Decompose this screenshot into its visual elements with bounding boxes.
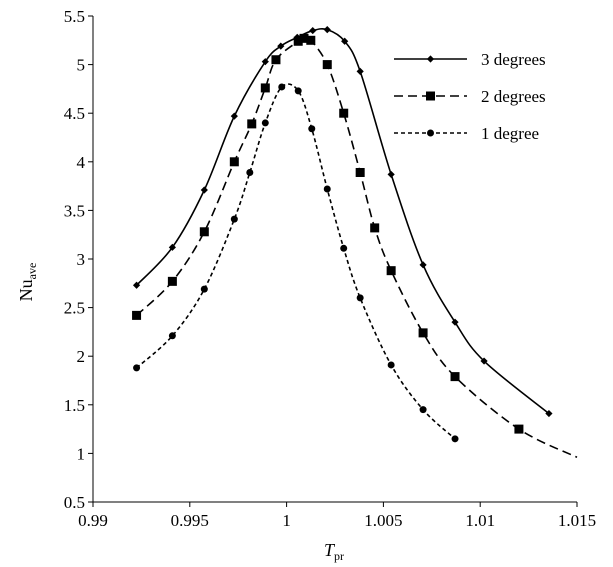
square-marker xyxy=(306,35,316,45)
diamond-marker xyxy=(341,37,349,45)
square-marker xyxy=(299,33,309,43)
series-1 xyxy=(132,26,553,418)
circle-marker xyxy=(356,294,364,302)
y-tick-label: 1.5 xyxy=(64,396,85,415)
axes xyxy=(88,15,578,507)
diamond-marker xyxy=(200,186,208,194)
series-2 xyxy=(132,33,578,459)
legend-label: 3 degrees xyxy=(481,50,546,69)
square-marker xyxy=(167,276,177,286)
y-tick-label: 0.5 xyxy=(64,493,85,512)
legend-circle-marker xyxy=(427,129,434,137)
circle-marker xyxy=(323,185,331,193)
diamond-marker xyxy=(277,42,285,50)
legend-label: 2 degrees xyxy=(481,87,546,106)
legend-item: 1 degree xyxy=(394,124,539,143)
circle-marker xyxy=(133,364,141,372)
legend-item: 3 degrees xyxy=(394,50,546,69)
circle-marker xyxy=(340,244,348,252)
square-marker xyxy=(229,157,239,167)
x-axis-label: Tpr xyxy=(324,540,344,563)
y-tick-label: 3.5 xyxy=(64,201,85,220)
diamond-marker xyxy=(419,261,427,269)
x-tick-label: 1.015 xyxy=(558,511,596,530)
diamond-marker xyxy=(323,26,331,34)
square-marker xyxy=(355,167,365,177)
y-axis-label-main: Nu xyxy=(16,279,36,301)
legend-diamond-marker xyxy=(426,55,435,63)
square-marker xyxy=(450,372,460,382)
circle-marker xyxy=(168,332,176,340)
x-tick-label: 0.99 xyxy=(78,511,108,530)
square-marker xyxy=(271,55,281,65)
x-axis-label-main: T xyxy=(324,540,336,560)
series-3 xyxy=(133,83,459,443)
circle-marker xyxy=(451,435,459,443)
series-line xyxy=(136,83,456,440)
circle-marker xyxy=(419,406,427,414)
circle-marker xyxy=(387,361,395,369)
square-marker xyxy=(293,36,303,46)
square-marker xyxy=(370,223,380,233)
y-tick-label: 2 xyxy=(77,347,86,366)
y-tick-label: 4.5 xyxy=(64,104,85,123)
diamond-marker xyxy=(387,170,395,179)
y-axis-label: Nuave xyxy=(16,263,39,302)
diamond-marker xyxy=(480,357,488,365)
diamond-marker xyxy=(451,318,459,326)
circle-marker xyxy=(278,83,286,91)
square-marker xyxy=(322,60,332,70)
square-marker xyxy=(386,266,396,276)
legend-label: 1 degree xyxy=(481,124,539,143)
x-axis-label-sub: pr xyxy=(334,549,344,563)
square-marker xyxy=(132,310,142,320)
y-tick-label: 3 xyxy=(77,250,86,269)
circle-marker xyxy=(308,125,316,133)
diamond-marker xyxy=(309,26,317,35)
y-tick-label: 5 xyxy=(77,56,86,75)
square-marker xyxy=(260,83,270,93)
y-tick-label: 2.5 xyxy=(64,299,85,318)
x-tick-label: 1 xyxy=(282,511,291,530)
diamond-marker xyxy=(168,243,176,251)
circle-marker xyxy=(230,215,238,223)
tick-labels: 0.5 1 1.5 2 2.5 3 3.5 4 4.5 5 5.5 0.99 0.995 1 1.005 1.… xyxy=(64,7,596,530)
legend: 3 degrees 2 degrees 1 degree xyxy=(394,50,546,143)
circle-marker xyxy=(200,285,208,293)
diamond-marker xyxy=(545,409,553,418)
legend-item: 2 degrees xyxy=(394,87,546,106)
y-tick-label: 4 xyxy=(77,153,86,172)
square-marker xyxy=(339,108,349,118)
y-axis-label-sub: ave xyxy=(25,263,39,280)
x-tick-label: 0.995 xyxy=(171,511,209,530)
circle-marker xyxy=(246,168,254,176)
y-tick-label: 5.5 xyxy=(64,7,85,26)
x-tick-label: 1.005 xyxy=(364,511,402,530)
circle-marker xyxy=(294,87,302,95)
series-layer xyxy=(132,26,578,459)
square-marker xyxy=(514,424,524,434)
square-marker xyxy=(418,328,428,338)
legend-square-marker xyxy=(426,91,435,101)
y-tick-label: 1 xyxy=(77,444,86,463)
square-marker xyxy=(247,119,257,129)
circle-marker xyxy=(261,119,269,127)
x-tick-label: 1.01 xyxy=(465,511,495,530)
diamond-marker xyxy=(356,67,364,76)
diamond-marker xyxy=(132,281,141,289)
square-marker xyxy=(199,227,209,237)
diamond-marker xyxy=(230,112,238,120)
diamond-marker xyxy=(261,58,269,66)
